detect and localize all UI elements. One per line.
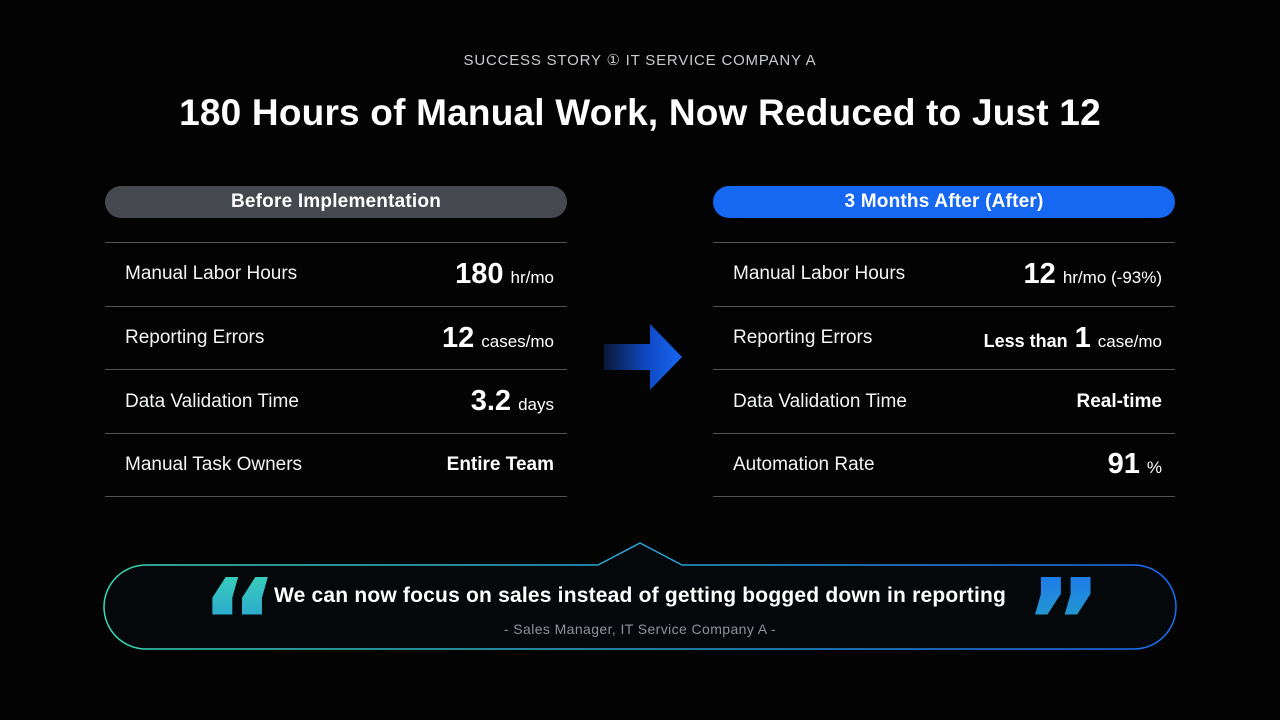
after-table: Manual Labor Hours 12 hr/mo (-93%) Repor… <box>713 242 1175 497</box>
value-unit: case/mo <box>1097 331 1162 351</box>
row-value: Less than 1 case/mo <box>984 322 1162 355</box>
quote-text: We can now focus on sales instead of get… <box>273 584 1007 607</box>
row-value: 12 cases/mo <box>442 322 554 355</box>
table-row: Data Validation Time 3.2 days <box>105 369 567 433</box>
row-value: 180 hr/mo <box>455 258 554 291</box>
quote-bubble <box>103 541 1177 653</box>
row-value: Entire Team <box>447 454 554 476</box>
row-label: Automation Rate <box>733 453 875 475</box>
row-label: Reporting Errors <box>125 327 265 349</box>
value-unit: % <box>1146 458 1162 478</box>
table-row: Data Validation Time Real-time <box>713 369 1175 433</box>
value-unit: hr/mo <box>510 267 554 287</box>
value-number: 12 <box>1023 257 1056 290</box>
row-value: 12 hr/mo (-93%) <box>1024 258 1162 291</box>
table-row: Manual Labor Hours 12 hr/mo (-93%) <box>713 242 1175 306</box>
arrow-right-icon <box>604 324 682 390</box>
value-unit: cases/mo <box>481 331 554 351</box>
quote-line: “ We can now focus on sales instead of g… <box>200 555 1103 694</box>
close-quote-icon: ” <box>1024 555 1103 694</box>
row-value: 91 % <box>1108 448 1162 481</box>
value-number: 12 <box>441 321 475 354</box>
row-label: Data Validation Time <box>125 390 299 412</box>
svg-text:“: “ <box>200 555 279 694</box>
row-label: Manual Task Owners <box>125 453 303 475</box>
quote-content: “ We can now focus on sales instead of g… <box>103 555 1177 694</box>
value-text: Real-time <box>1076 390 1162 412</box>
value-number: 3.2 <box>470 385 512 418</box>
value-number: 180 <box>455 257 504 290</box>
row-label: Manual Labor Hours <box>125 263 298 285</box>
value-text: Entire Team <box>446 453 554 475</box>
row-value: Real-time <box>1076 391 1162 413</box>
value-number: 1 <box>1074 321 1091 354</box>
table-row: Automation Rate 91 % <box>713 433 1175 497</box>
svg-text:”: ” <box>1024 555 1103 694</box>
before-panel: Before Implementation Manual Labor Hours… <box>105 186 567 497</box>
table-row: Manual Labor Hours 180 hr/mo <box>105 242 567 306</box>
after-panel: 3 Months After (After) Manual Labor Hour… <box>713 186 1175 497</box>
eyebrow-label: SUCCESS STORY ① IT SERVICE COMPANY A <box>463 52 817 69</box>
value-unit: hr/mo (-93%) <box>1062 267 1162 287</box>
quote-author: - Sales Manager, IT Service Company A - <box>503 621 777 637</box>
row-value: 3.2 days <box>471 385 554 418</box>
after-panel-header: 3 Months After (After) <box>713 186 1175 218</box>
value-number: 91 <box>1107 448 1140 481</box>
row-label: Data Validation Time <box>733 390 907 412</box>
before-table: Manual Labor Hours 180 hr/mo Reporting E… <box>105 242 567 497</box>
page-title: 180 Hours of Manual Work, Now Reduced to… <box>179 92 1101 133</box>
table-row: Reporting Errors 12 cases/mo <box>105 305 567 370</box>
table-row: Reporting Errors Less than 1 case/mo <box>713 305 1175 370</box>
table-row: Manual Task Owners Entire Team <box>105 433 567 497</box>
value-unit: days <box>518 395 554 415</box>
value-prefix: Less than <box>983 330 1068 351</box>
row-label: Manual Labor Hours <box>733 263 906 285</box>
before-panel-header: Before Implementation <box>105 186 567 218</box>
open-quote-icon: “ <box>200 555 279 694</box>
row-label: Reporting Errors <box>733 327 873 349</box>
